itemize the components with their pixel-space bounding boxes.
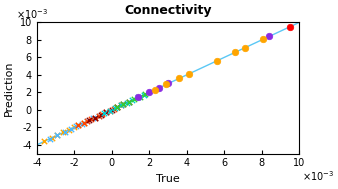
Point: [107, 109, 113, 112]
Point: [115, 106, 120, 109]
Point: [87, 119, 92, 122]
Point: [89, 118, 94, 121]
Point: [92, 116, 98, 119]
Point: [124, 101, 129, 104]
Point: [163, 83, 169, 86]
Point: [118, 104, 124, 107]
Point: [101, 112, 107, 115]
Point: [115, 106, 120, 109]
Point: [85, 120, 90, 123]
Point: [287, 25, 292, 28]
Point: [266, 35, 272, 38]
Point: [135, 96, 141, 99]
X-axis label: True: True: [156, 174, 180, 184]
Point: [152, 88, 158, 91]
Point: [126, 100, 131, 103]
Point: [156, 86, 161, 89]
Point: [96, 114, 101, 117]
Point: [126, 100, 131, 103]
Point: [90, 117, 96, 120]
Point: [135, 96, 141, 99]
Point: [214, 59, 219, 62]
Title: Connectivity: Connectivity: [124, 4, 212, 17]
Point: [111, 107, 116, 110]
Point: [131, 98, 137, 101]
Point: [49, 136, 54, 139]
Point: [115, 106, 120, 109]
Point: [73, 125, 79, 128]
Point: [61, 131, 66, 134]
Point: [103, 111, 109, 114]
Y-axis label: Prediction: Prediction: [4, 60, 14, 116]
Point: [233, 50, 238, 53]
Point: [109, 108, 115, 111]
Point: [55, 134, 60, 137]
Point: [165, 82, 171, 85]
Point: [130, 99, 135, 102]
Point: [98, 113, 103, 116]
Point: [261, 37, 266, 40]
Point: [120, 103, 126, 106]
Point: [81, 121, 87, 124]
Point: [92, 116, 98, 119]
Point: [120, 103, 126, 106]
Point: [141, 93, 146, 96]
Text: $\times10^{-3}$: $\times10^{-3}$: [302, 169, 334, 183]
Point: [176, 77, 182, 80]
Point: [62, 130, 68, 133]
Point: [75, 124, 81, 127]
Point: [143, 92, 148, 95]
Point: [55, 134, 60, 137]
Point: [118, 104, 124, 107]
Point: [137, 95, 143, 98]
Point: [72, 126, 77, 129]
Point: [103, 111, 109, 114]
Point: [96, 114, 101, 117]
Point: [81, 121, 87, 124]
Point: [85, 120, 90, 123]
Point: [100, 113, 105, 116]
Point: [68, 127, 73, 130]
Point: [186, 72, 191, 75]
Text: $\times10^{-3}$: $\times10^{-3}$: [16, 7, 48, 21]
Point: [66, 128, 71, 131]
Point: [107, 109, 113, 112]
Point: [113, 106, 118, 109]
Point: [47, 137, 53, 140]
Point: [79, 122, 84, 125]
Point: [242, 46, 247, 49]
Point: [146, 91, 152, 94]
Point: [75, 124, 81, 127]
Point: [42, 140, 47, 143]
